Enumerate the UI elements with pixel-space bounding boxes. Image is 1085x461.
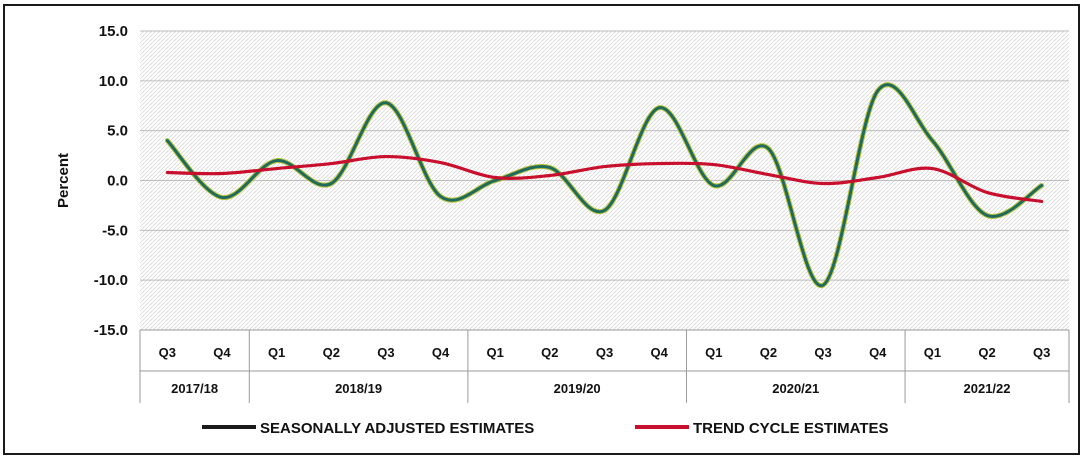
x-tick-label: Q2 xyxy=(978,345,995,360)
x-tick-label: Q4 xyxy=(432,345,450,360)
y-tick-label: -5.0 xyxy=(102,222,128,239)
x-group-label: 2019/20 xyxy=(554,381,601,396)
y-tick-label: 15.0 xyxy=(99,23,128,40)
x-tick-label: Q3 xyxy=(814,345,831,360)
x-tick-label: Q1 xyxy=(705,345,722,360)
y-tick-label: 0.0 xyxy=(107,173,128,190)
series-line-trend-cycle xyxy=(165,154,1044,204)
x-group-label: 2018/19 xyxy=(335,381,382,396)
x-tick-label: Q3 xyxy=(159,345,176,360)
series-line-seasonally-adjusted xyxy=(165,83,1044,287)
y-axis-label: Percent xyxy=(55,153,72,208)
x-tick-label: Q2 xyxy=(760,345,777,360)
y-tick-label: 5.0 xyxy=(107,123,128,140)
x-tick-label: Q3 xyxy=(377,345,394,360)
x-axis-categories: Q3 Q4 Q1 Q2 Q3 Q4 Q1 Q2 Q3 Q4 Q1 Q2 Q3 Q4 Q1 Q2 Q3 2017/1… xyxy=(139,330,1070,403)
x-tick-label: Q2 xyxy=(541,345,558,360)
legend-label: SEASONALLY ADJUSTED ESTIMATES xyxy=(260,420,534,437)
legend-label: TREND CYCLE ESTIMATES xyxy=(693,420,889,437)
x-tick-label: Q1 xyxy=(268,345,285,360)
x-tick-label: Q3 xyxy=(596,345,613,360)
y-tick-label: 10.0 xyxy=(99,73,128,90)
x-tick-label: Q1 xyxy=(924,345,941,360)
y-tick-label: -15.0 xyxy=(94,322,128,339)
chart-frame: 15.0 10.0 5.0 0.0 -5.0 -10.0 -15.0 Percent Q3 Q… xyxy=(3,4,1080,455)
x-group-label: 2021/22 xyxy=(964,381,1011,396)
y-tick-label: -10.0 xyxy=(94,272,128,289)
x-tick-label: Q1 xyxy=(487,345,504,360)
gridlines xyxy=(140,30,1069,331)
y-axis-ticks: 15.0 10.0 5.0 0.0 -5.0 -10.0 -15.0 xyxy=(94,23,128,339)
x-group-label: 2020/21 xyxy=(772,381,819,396)
x-group-label: 2017/18 xyxy=(171,381,218,396)
x-tick-label: Q3 xyxy=(1033,345,1050,360)
x-tick-label: Q4 xyxy=(213,345,231,360)
x-tick-label: Q2 xyxy=(323,345,340,360)
chart: 15.010.05.00.0-5.0-10.0-15.0 Percent Q3 Q… xyxy=(55,23,1070,437)
series-lines xyxy=(164,82,1045,288)
legend: SEASONALLY ADJUSTED ESTIMATES TREND CYCLE… xyxy=(202,420,889,437)
x-tick-label: Q4 xyxy=(869,345,887,360)
x-tick-label: Q4 xyxy=(650,345,668,360)
